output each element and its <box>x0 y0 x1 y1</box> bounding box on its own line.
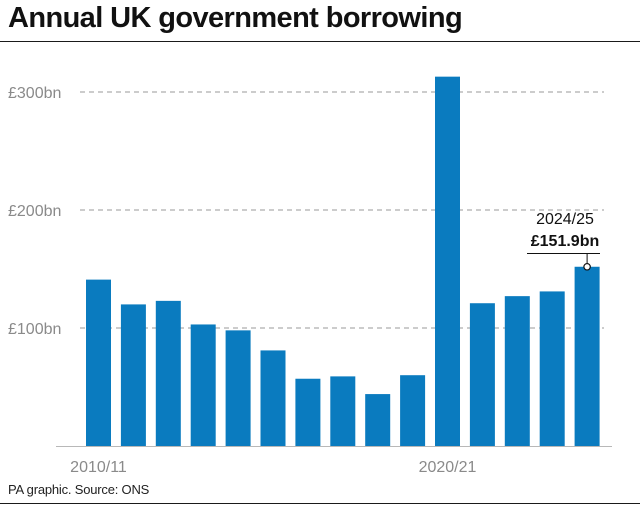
bar-2012/13 <box>155 300 181 446</box>
gridlines: £100bn £200bn £300bn <box>8 85 604 338</box>
x-tick-label: 2010/11 <box>70 459 127 476</box>
annotation-marker <box>583 262 591 271</box>
annotation: 2024/25 £151.9bn <box>527 211 600 271</box>
annotation-label: 2024/25 <box>536 211 594 228</box>
bar-2015/16 <box>260 350 286 446</box>
bar-2017/18 <box>330 376 356 446</box>
bar-2018/19 <box>365 394 391 446</box>
chart-title: Annual UK government borrowing <box>8 2 463 34</box>
bar-2013/14 <box>190 324 216 446</box>
bar-2014/15 <box>225 330 251 446</box>
source-note: PA graphic. Source: ONS <box>8 482 150 497</box>
x-tick-label: 2020/21 <box>419 459 477 476</box>
bar-2024/25 <box>574 266 600 446</box>
bar-2022/23 <box>504 296 530 446</box>
bar-2021/22 <box>469 303 495 446</box>
y-tick-label: £100bn <box>8 321 61 338</box>
x-axis: 2010/11 2020/21 <box>56 446 612 476</box>
y-tick-label: £200bn <box>8 203 61 220</box>
bar-2016/17 <box>295 378 321 446</box>
bar-2023/24 <box>539 291 565 446</box>
bar-2010/11 <box>86 279 111 446</box>
title-rule <box>0 41 640 42</box>
bar-2020/21 <box>435 76 460 446</box>
bars <box>86 76 600 446</box>
bottom-rule <box>0 503 640 504</box>
annotation-value: £151.9bn <box>531 233 599 250</box>
bar-2011/12 <box>120 304 146 446</box>
bar-2019/20 <box>400 375 426 446</box>
bar-chart: £100bn £200bn £300bn 2010/11 2020/21 2024/2… <box>8 76 612 476</box>
y-tick-label: £300bn <box>8 85 61 102</box>
